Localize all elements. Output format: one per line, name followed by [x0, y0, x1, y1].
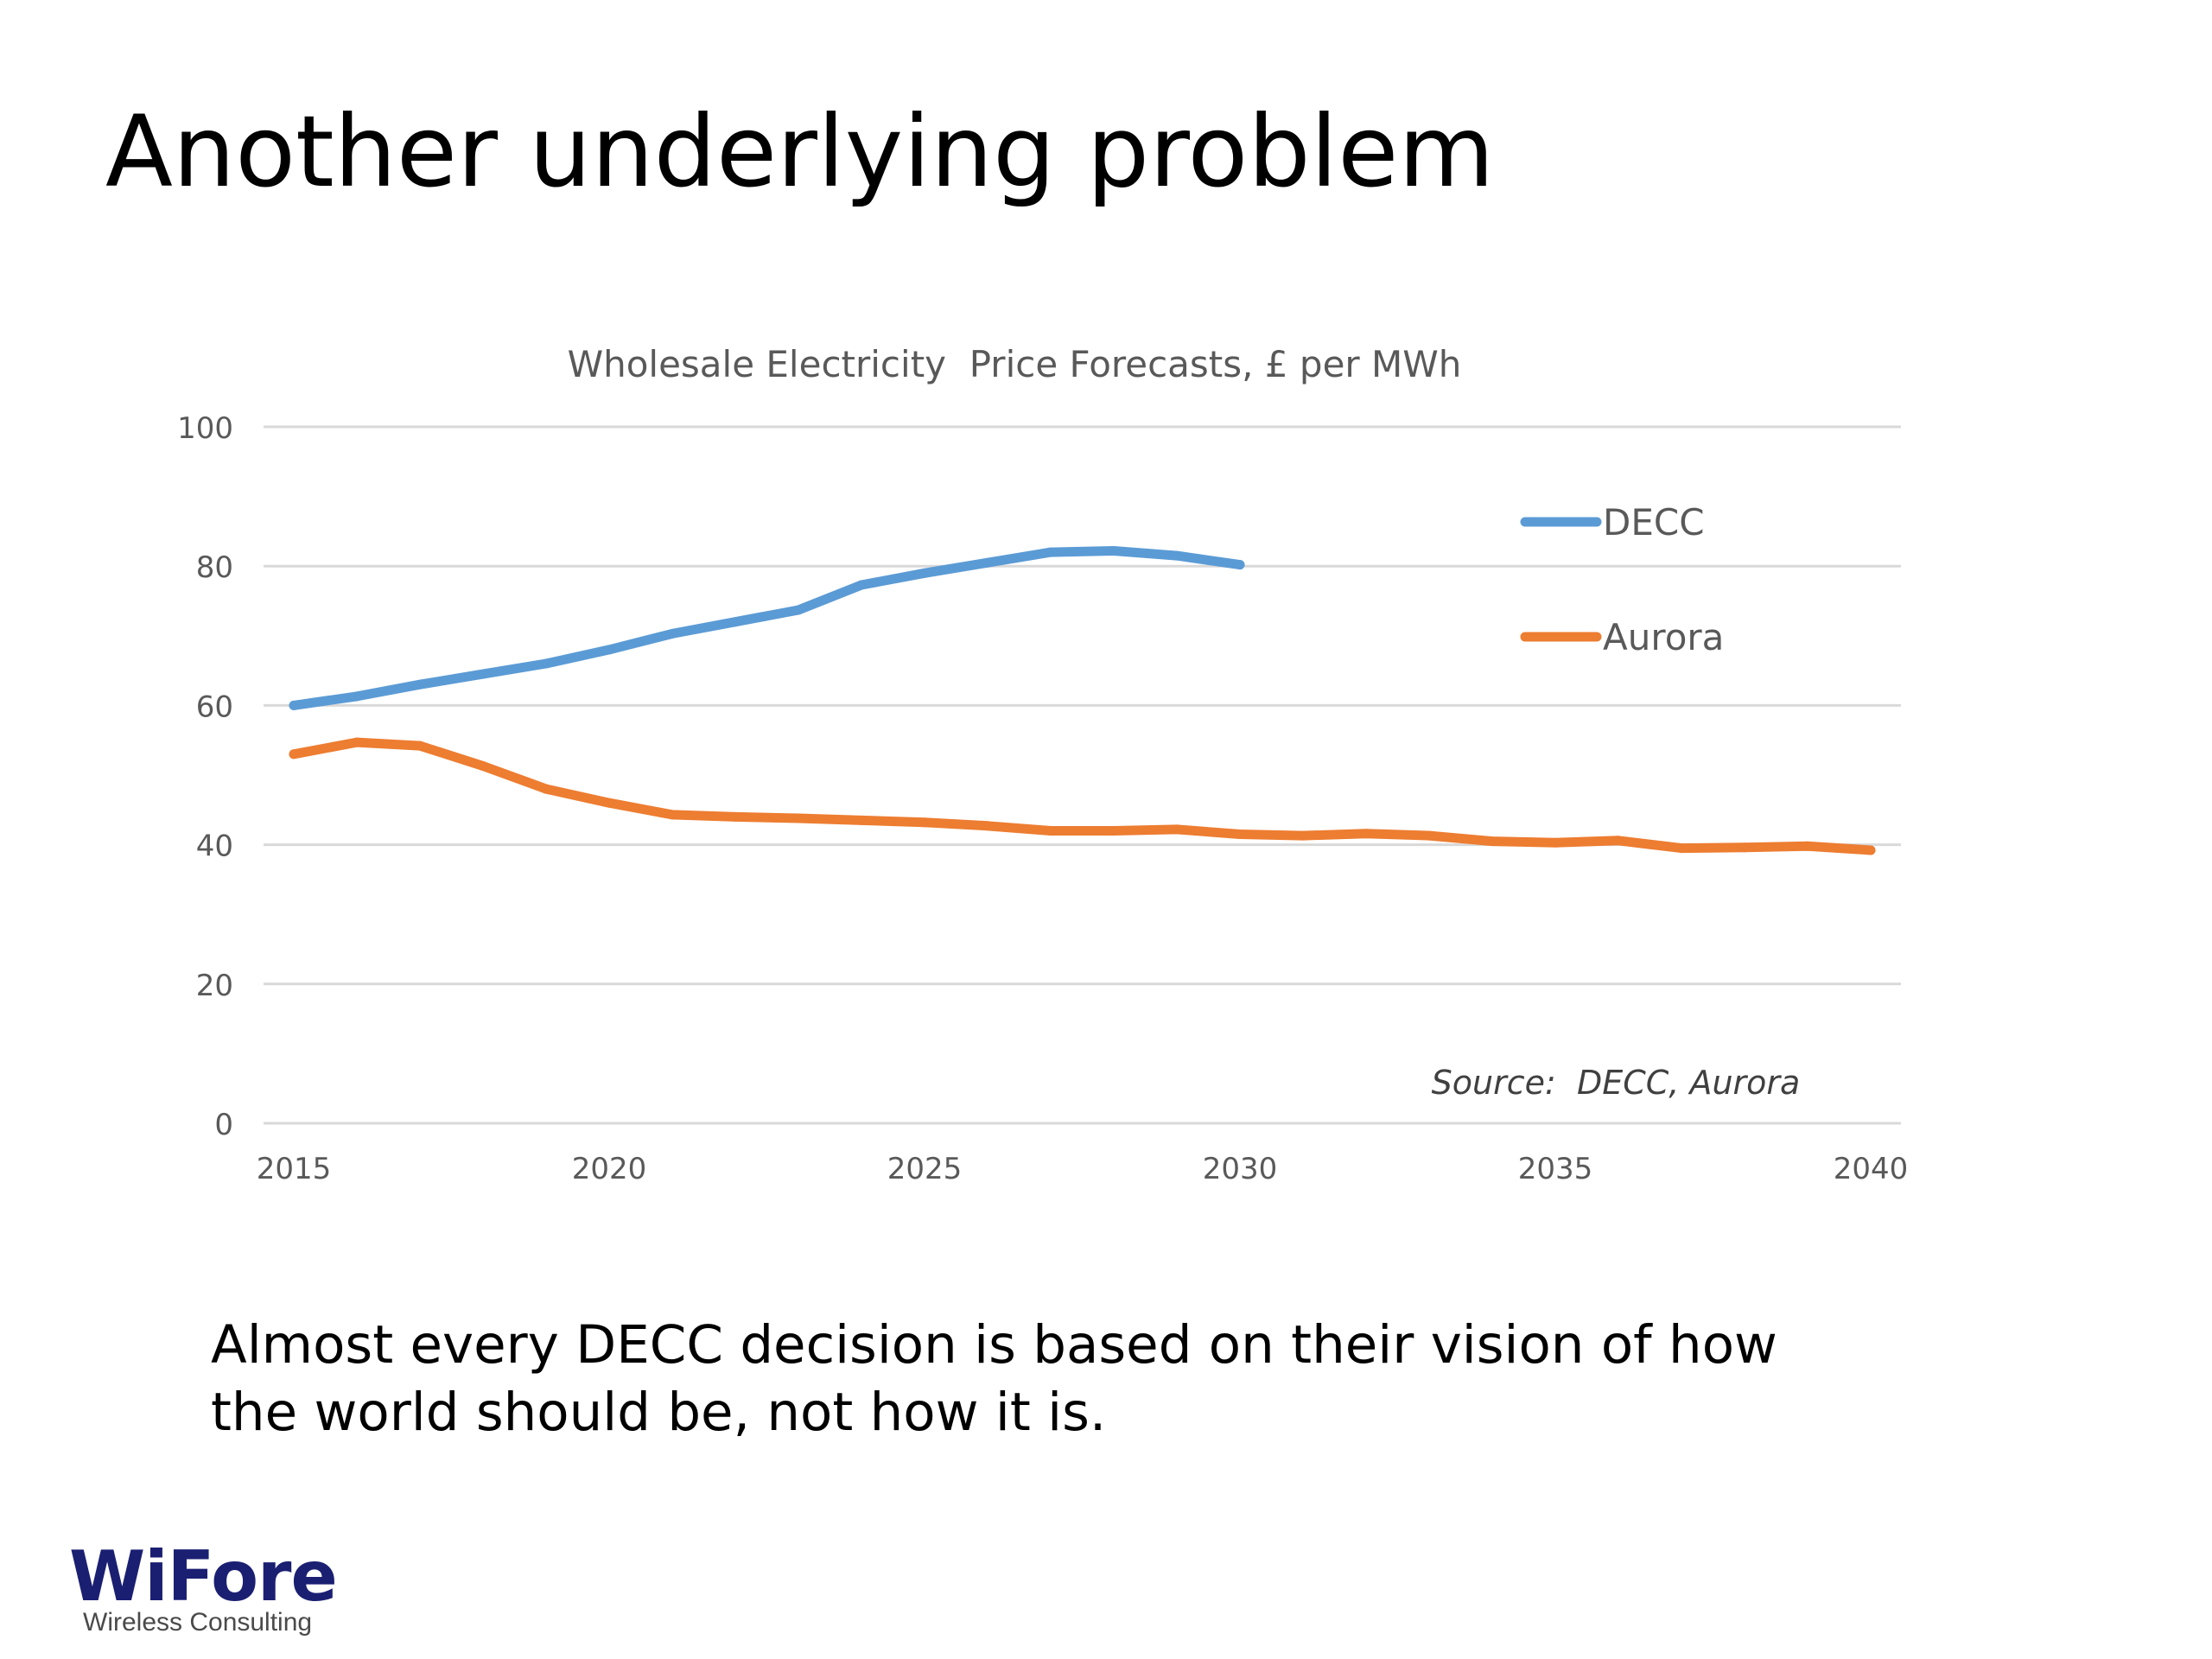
data-point-aurora [604, 798, 614, 808]
y-tick-label: 80 [196, 550, 233, 585]
logo-wordmark: WiFore [69, 1536, 338, 1617]
data-point-decc [1046, 547, 1056, 557]
data-point-decc [856, 580, 867, 590]
chart-gridlines [264, 425, 1901, 1125]
data-point-decc [919, 568, 930, 578]
data-point-aurora [415, 741, 425, 751]
y-tick-label: 60 [196, 690, 233, 724]
legend-label-decc: DECC [1603, 501, 1705, 543]
legend-backdrop-decc [1443, 487, 1789, 556]
data-point-decc [982, 557, 993, 568]
x-tick-label: 2035 [1518, 1152, 1593, 1186]
logo-tagline: Wireless Consulting [83, 1608, 313, 1637]
data-point-aurora [1424, 830, 1434, 841]
data-point-aurora [1676, 843, 1687, 854]
data-point-decc [1109, 546, 1119, 556]
data-point-aurora [1866, 845, 1876, 855]
y-tick-label: 100 [177, 411, 233, 446]
data-point-aurora [793, 813, 804, 823]
data-point-aurora [919, 817, 930, 828]
chart-legend: DECC Aurora [1443, 487, 1789, 671]
x-tick-label: 2040 [1834, 1152, 1909, 1186]
slide-caption: Almost every DECC decision is based on t… [211, 1312, 2025, 1446]
data-point-aurora [730, 811, 741, 822]
data-point-decc [415, 679, 425, 690]
series-points-decc [289, 546, 1245, 710]
data-point-aurora [1802, 841, 1813, 851]
x-tick-label: 2030 [1203, 1152, 1278, 1186]
data-point-decc [793, 605, 804, 615]
data-point-aurora [1235, 830, 1245, 839]
data-point-aurora [289, 749, 299, 760]
chart-source-annotation: Source: DECC, Aurora [1432, 1064, 1801, 1102]
series-points-aurora [289, 737, 1876, 855]
x-axis-ticks: 2015 2020 2025 2030 2035 2040 [257, 1152, 1909, 1186]
data-point-aurora [541, 784, 551, 794]
y-tick-label: 40 [196, 830, 233, 864]
data-point-aurora [856, 815, 867, 825]
data-point-aurora [1613, 836, 1624, 846]
data-point-aurora [667, 810, 677, 820]
data-point-aurora [1046, 826, 1056, 836]
x-tick-label: 2025 [887, 1152, 963, 1186]
data-point-aurora [1361, 829, 1371, 839]
series-line-decc [289, 546, 1245, 710]
data-point-decc [478, 669, 488, 679]
data-point-aurora [1172, 824, 1182, 835]
data-point-aurora [1550, 837, 1560, 848]
legend-backdrop-aurora [1443, 602, 1789, 671]
chart-title: Wholesale Electricity Price Forecasts, £… [568, 343, 1462, 385]
data-point-decc [604, 645, 614, 655]
data-point-aurora [352, 737, 362, 747]
wifore-logo: WiFore Wireless Consulting [69, 1542, 346, 1637]
data-point-decc [352, 691, 362, 702]
x-tick-label: 2015 [257, 1152, 332, 1186]
data-point-aurora [982, 821, 993, 831]
data-point-aurora [1487, 836, 1497, 847]
data-point-aurora [1109, 826, 1119, 836]
data-point-aurora [478, 761, 488, 771]
data-point-decc [730, 617, 741, 627]
caption-line-2: the world should be, not how it is. [211, 1382, 1107, 1443]
data-point-aurora [1298, 830, 1308, 841]
data-point-decc [541, 658, 551, 669]
chart-series [289, 546, 1876, 855]
data-point-decc [1172, 550, 1182, 561]
slide-title: Another underlying problem [105, 94, 1495, 209]
legend-label-aurora: Aurora [1603, 616, 1724, 658]
caption-line-1: Almost every DECC decision is based on t… [211, 1314, 1777, 1376]
series-line-aurora [289, 737, 1876, 855]
data-point-aurora [1739, 842, 1750, 853]
y-tick-label: 0 [214, 1108, 233, 1142]
x-tick-label: 2020 [572, 1152, 647, 1186]
data-point-decc [667, 628, 677, 639]
data-point-decc [1235, 560, 1245, 570]
data-point-decc [289, 700, 299, 710]
y-tick-label: 20 [196, 969, 233, 1003]
y-axis-ticks: 0 20 40 60 80 100 [177, 411, 233, 1142]
